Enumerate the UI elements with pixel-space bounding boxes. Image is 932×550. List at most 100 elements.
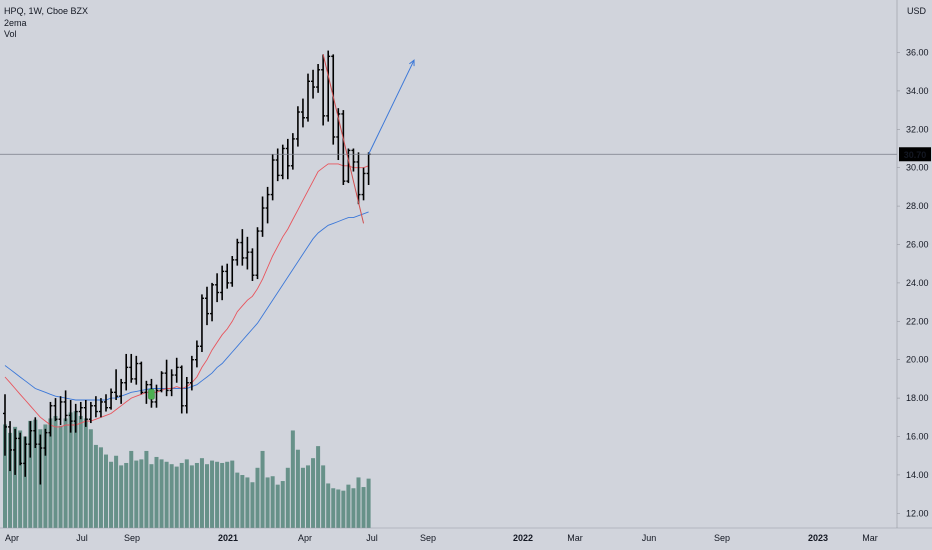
currency-label[interactable]: USD [906, 6, 926, 16]
volume-bar [144, 450, 149, 528]
volume-bar [230, 460, 235, 528]
volume-bar [114, 455, 119, 528]
ohlc-bar [83, 400, 88, 427]
volume-bar [255, 467, 260, 528]
volume-bar [361, 487, 366, 528]
volume-bar [215, 461, 220, 528]
ohlc-bar [174, 357, 179, 383]
y-tick-label: 26.00 [906, 240, 929, 250]
y-tick-label: 34.00 [906, 86, 929, 96]
ohlc-bar [13, 428, 18, 475]
x-tick-label: 2023 [808, 533, 828, 543]
ohlc-bar [366, 152, 371, 185]
volume-bar [316, 446, 321, 528]
x-tick-label: 2022 [513, 533, 533, 543]
ohlc-bar [48, 401, 53, 437]
ohlc-bar [260, 196, 265, 237]
ohlc-bar [285, 138, 290, 180]
ohlc-bar [154, 384, 159, 408]
ohlc-bar [129, 353, 134, 383]
indicator-volume-label[interactable]: Vol [4, 29, 17, 39]
volume-bar [68, 412, 73, 528]
volume-bar [58, 425, 63, 528]
y-tick-label: 30.00 [906, 163, 929, 173]
ohlc-bar [331, 54, 336, 145]
volume-bar [93, 444, 98, 528]
volume-bar [73, 411, 78, 528]
ohlc-bar [109, 388, 114, 410]
ohlc-bar [295, 106, 300, 147]
volume-bar [124, 462, 129, 528]
volume-bar [139, 459, 144, 528]
volume-bar [3, 424, 7, 528]
y-tick-label: 20.00 [906, 355, 929, 365]
ohlc-bar [88, 401, 93, 424]
x-tick-label: Sep [714, 533, 730, 543]
volume-bar [159, 459, 164, 528]
ohlc-bar [205, 286, 209, 326]
last-price-value: 30.70 [904, 150, 927, 160]
signal-marker [148, 389, 155, 400]
x-tick-label: Apr [5, 533, 19, 543]
volume-bar [88, 429, 93, 528]
volume-bar [366, 478, 371, 528]
ohlc-bar [235, 238, 240, 266]
volume-bar [104, 454, 108, 528]
legend: HPQ, 1W, Cboe BZX 2ema Vol [4, 6, 88, 41]
last-price-badge [899, 147, 931, 162]
y-tick-label: 14.00 [906, 470, 929, 480]
volume-bar [199, 458, 204, 528]
ohlc-bar [341, 110, 346, 185]
ohlc-bar [300, 98, 305, 128]
volume-bar [23, 436, 28, 528]
x-tick-label: Jul [366, 533, 378, 543]
ohlc-bar [68, 400, 73, 433]
ohlc-bar [33, 417, 38, 449]
volume-bar [311, 458, 316, 528]
volume-bar [98, 447, 103, 528]
volume-bar [225, 461, 230, 528]
volume-bar [300, 467, 305, 528]
volume-bar [265, 477, 270, 528]
ohlc-bar [225, 263, 230, 289]
volume-bar [134, 460, 139, 528]
ohlc-bar [53, 398, 58, 422]
ohlc-bar [361, 167, 366, 201]
volume-bar [109, 461, 114, 528]
x-tick-label: Jul [76, 533, 88, 543]
volume-bar [129, 450, 134, 528]
volume-bar [13, 426, 18, 528]
ohlc-bar [8, 421, 13, 472]
y-tick-label: 32.00 [906, 124, 929, 134]
ema-slow-line [4, 211, 369, 401]
volume-bar [28, 420, 33, 528]
y-tick-label: 18.00 [906, 393, 929, 403]
ohlc-bar [139, 361, 144, 395]
ohlc-bar [290, 133, 295, 170]
volume-bar [321, 465, 326, 528]
indicator-ema-label[interactable]: 2ema [4, 17, 27, 28]
ohlc-bar [215, 273, 220, 303]
ohlc-bar [194, 340, 199, 368]
x-tick-label: Mar [862, 533, 878, 543]
ohlc-bar [38, 434, 43, 485]
ohlc-bar [275, 148, 280, 182]
volume-bar [240, 475, 245, 528]
volume-bar [149, 464, 154, 528]
projection-arrow-head [409, 59, 415, 67]
volume-bar [275, 484, 280, 528]
projection-arrow-line [368, 59, 415, 155]
y-tick-label: 12.00 [906, 508, 929, 518]
symbol-info[interactable]: HPQ, 1W, Cboe BZX [4, 6, 89, 16]
volume-bar [83, 418, 88, 528]
volume-bar [43, 424, 48, 528]
x-tick-label: Sep [124, 533, 140, 543]
ohlc-bar [134, 355, 139, 385]
volume-bar [245, 477, 250, 528]
ohlc-bar [189, 355, 194, 391]
ohlc-bar [316, 64, 321, 93]
volume-bar [250, 482, 255, 528]
volume-bar [220, 462, 225, 528]
